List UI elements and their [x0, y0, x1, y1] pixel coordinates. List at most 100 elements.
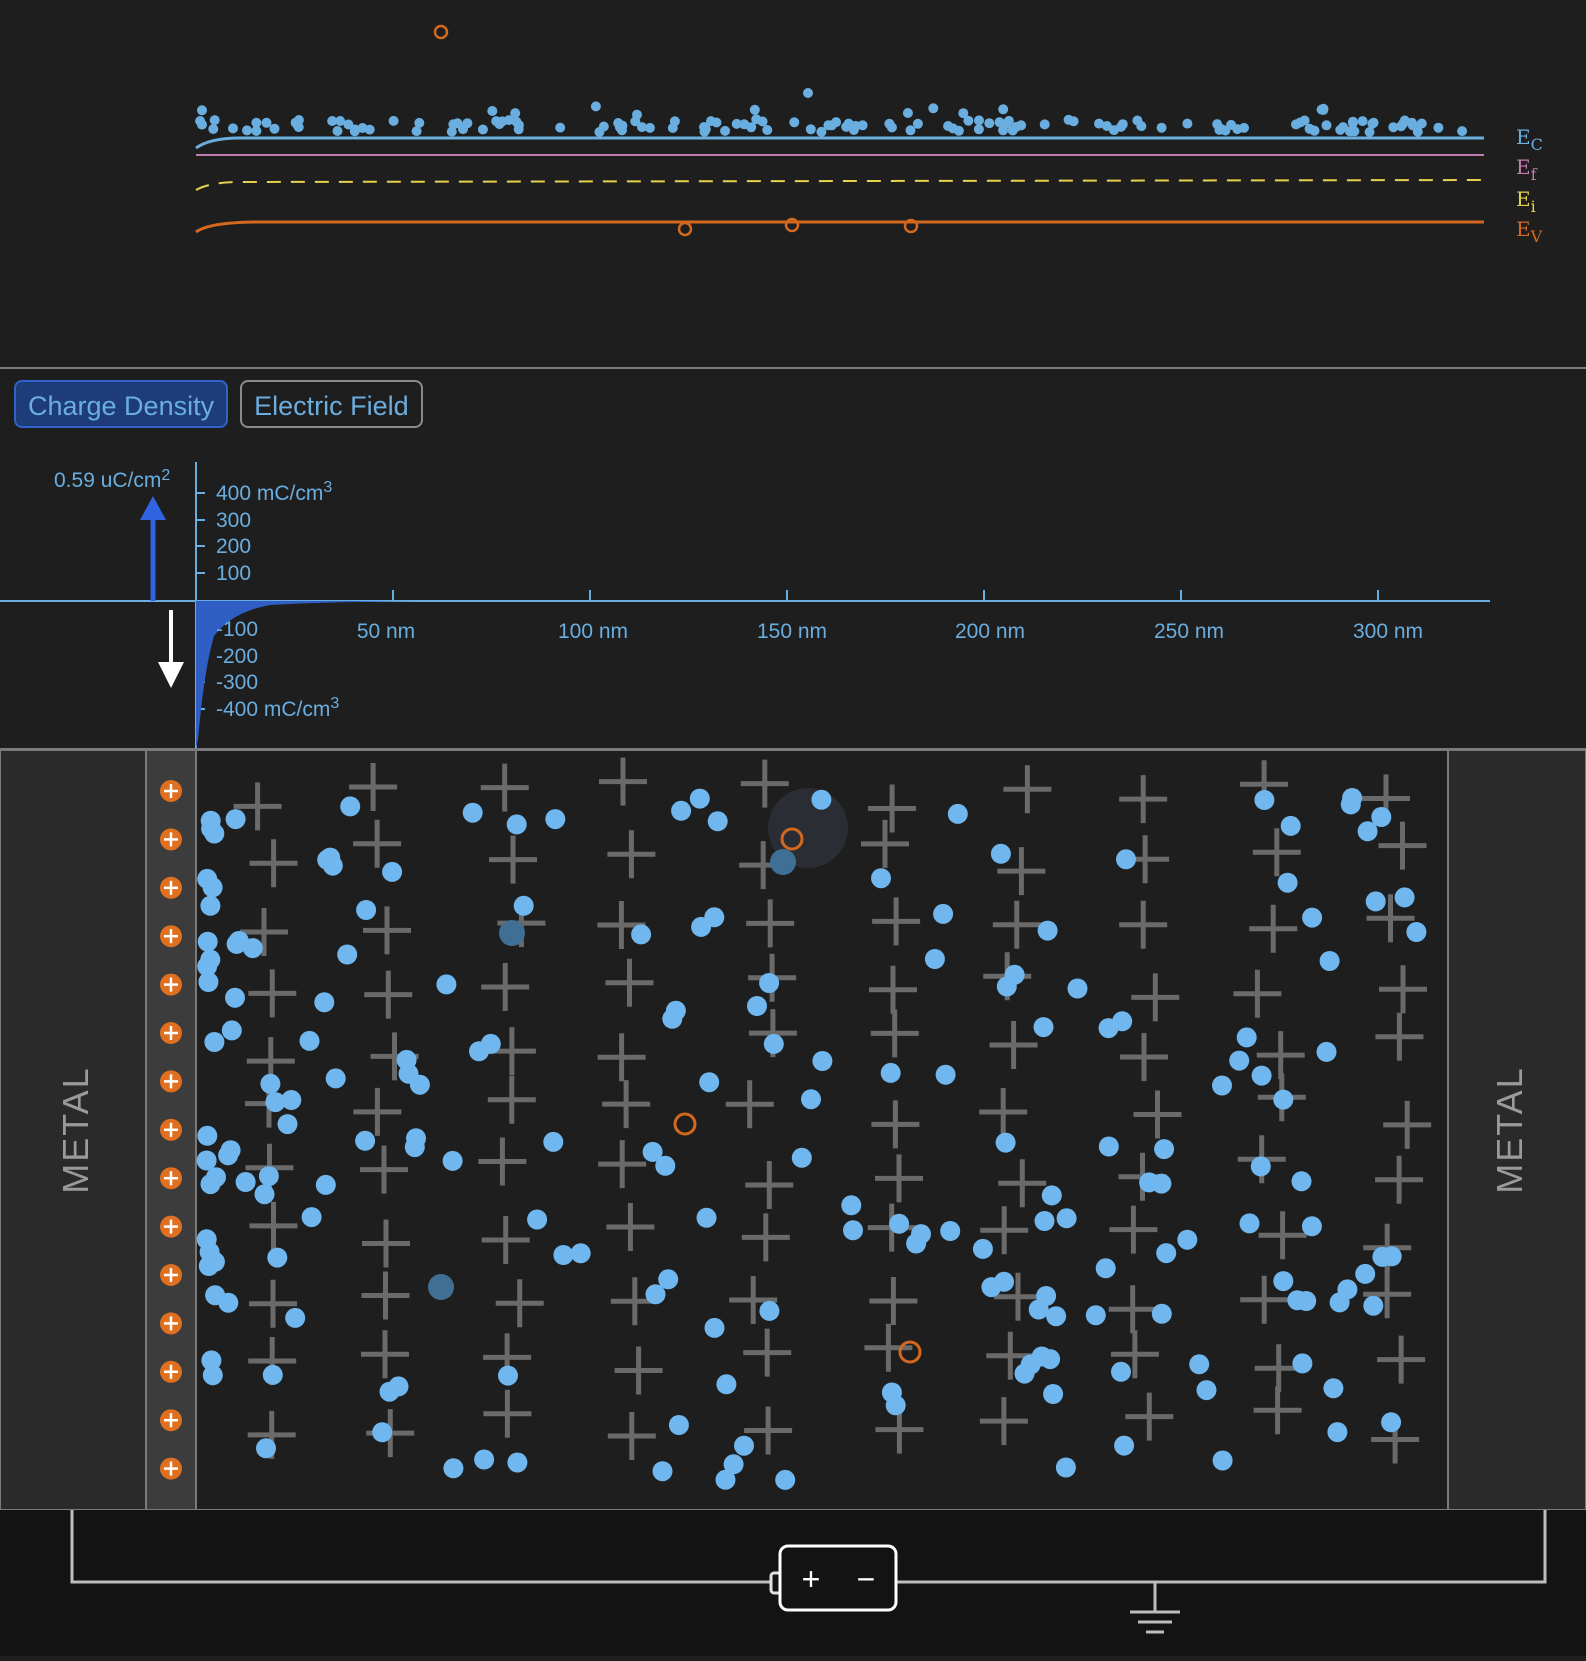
charge-density-plot: 400 mC/cm3 300 200 100 -100 -200 -300 -4… — [0, 440, 1586, 748]
legend-ef: Ef — [1516, 155, 1538, 184]
right-metal-block — [1447, 749, 1586, 1511]
plus-ion-icon — [249, 1201, 298, 1250]
plus-ion-icon — [605, 958, 654, 1007]
band-electron — [261, 117, 272, 128]
electron — [631, 924, 652, 945]
electron — [662, 1008, 683, 1029]
electron — [262, 1364, 283, 1385]
valence-band-line — [195, 220, 1484, 234]
electron — [704, 1317, 725, 1338]
electron — [267, 1247, 288, 1268]
tab-charge-density[interactable]: Charge Density — [14, 380, 229, 428]
electron — [801, 1089, 821, 1110]
electron — [1229, 1050, 1250, 1071]
electron — [1056, 1208, 1077, 1229]
electron — [1177, 1229, 1198, 1250]
electron — [388, 1376, 409, 1397]
electron — [1327, 1422, 1348, 1443]
field-arrow-down-icon — [158, 610, 184, 688]
plus-ion-icon — [1258, 1211, 1307, 1260]
band-electron — [1357, 116, 1368, 127]
electron — [256, 1438, 276, 1459]
plus-ion-icon — [599, 757, 647, 806]
electron — [716, 1374, 737, 1395]
electron — [1406, 922, 1427, 942]
electron — [668, 1415, 689, 1435]
surface-charge-label: 0.59 uC/cm2 — [54, 467, 170, 492]
band-electron — [1388, 122, 1399, 133]
band-electron — [1368, 117, 1379, 128]
band-electron — [1318, 105, 1329, 115]
plus-ion-icon — [480, 763, 529, 812]
electron — [1319, 951, 1340, 971]
x-tick-marks — [392, 590, 1379, 601]
plus-ion-icon — [360, 1145, 408, 1194]
electron — [1212, 1075, 1232, 1096]
band-electron — [242, 125, 252, 136]
electron — [1236, 1027, 1257, 1048]
plus-ion-icon — [361, 1330, 409, 1379]
band-electron — [510, 108, 521, 119]
electron — [1363, 1295, 1384, 1316]
conduction-band-line — [195, 136, 1484, 150]
electron — [480, 1033, 501, 1054]
tab-electric-field[interactable]: Electric Field — [240, 380, 423, 428]
band-electron — [446, 126, 457, 137]
band-electron — [1309, 125, 1320, 136]
y-tick-label: 300 — [216, 509, 251, 532]
band-electron — [487, 106, 498, 116]
surface-charge-arrow-up-icon — [140, 496, 166, 601]
plus-ion-icon — [1366, 894, 1415, 943]
plus-ion-icon — [353, 1087, 402, 1136]
electron — [704, 907, 725, 928]
electron — [770, 849, 796, 875]
intrinsic-level-line — [195, 179, 1485, 191]
band-hole — [677, 221, 693, 237]
y-tick-label: -300 — [216, 671, 258, 694]
battery-icon[interactable]: + − — [769, 1544, 898, 1612]
electron — [871, 868, 891, 889]
electron — [382, 861, 403, 882]
plus-ion-icon — [997, 847, 1046, 896]
band-electron — [669, 116, 680, 127]
electron — [1055, 1457, 1076, 1478]
electron — [442, 1150, 463, 1171]
electron — [1250, 1156, 1271, 1177]
plus-ion-icon — [597, 1033, 646, 1082]
plus-ion-icon — [1119, 775, 1168, 824]
electron — [880, 1062, 901, 1083]
plus-ion-icon — [1133, 1090, 1182, 1139]
band-electron — [720, 125, 731, 136]
plus-ion-icon — [483, 1389, 532, 1438]
plus-ion-icon — [872, 897, 921, 946]
electron — [911, 1224, 931, 1245]
electron — [1394, 887, 1415, 908]
electron — [406, 1128, 426, 1149]
electron — [197, 956, 218, 977]
electron — [715, 1469, 736, 1490]
electron — [1323, 1378, 1344, 1399]
plus-ion-icon — [869, 965, 917, 1014]
band-electron — [1457, 126, 1468, 137]
plus-ion-icon — [979, 1397, 1028, 1446]
electron — [1031, 1346, 1052, 1367]
electron — [225, 809, 246, 830]
electron — [315, 1174, 336, 1195]
electron — [1381, 1412, 1402, 1433]
plus-ion-icon — [363, 906, 411, 955]
band-electron — [823, 120, 834, 131]
electron — [1154, 1139, 1175, 1160]
band-electron — [503, 115, 514, 126]
circuit-svg: + − — [70, 1510, 1547, 1634]
electron — [655, 1155, 676, 1176]
x-tick-label: 100 nm — [558, 620, 628, 643]
plus-ion-icon — [868, 784, 917, 833]
plus-ion-icon — [364, 970, 413, 1019]
plus-ion-icon — [740, 759, 789, 808]
plus-ion-icon — [1240, 1275, 1289, 1324]
band-electron — [494, 119, 505, 130]
electron — [924, 949, 945, 969]
electron — [1156, 1243, 1177, 1264]
electron — [1357, 821, 1378, 842]
electron — [277, 1114, 298, 1135]
